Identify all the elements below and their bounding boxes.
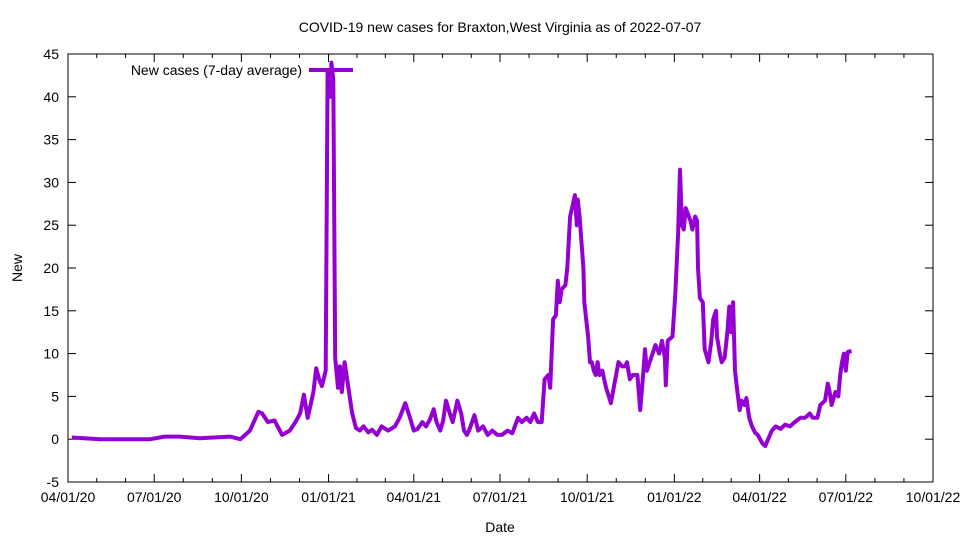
y-tick-label: 0 [51,431,59,447]
y-tick-label: 20 [43,260,59,276]
series-line-0 [72,63,852,446]
x-tick-label: 10/01/22 [906,489,960,505]
y-tick-label: 10 [43,346,59,362]
x-tick-label: 10/01/21 [560,489,615,505]
y-tick-label: -5 [47,474,60,490]
y-tick-label: 5 [51,388,59,404]
x-tick-label: 07/01/20 [127,489,182,505]
chart-title: COVID-19 new cases for Braxton,West Virg… [299,19,702,35]
legend-label: New cases (7-day average) [131,62,302,78]
y-tick-label: 15 [43,303,59,319]
x-tick-label: 04/01/20 [41,489,96,505]
y-tick-label: 25 [43,217,59,233]
series-group [72,62,852,446]
legend: New cases (7-day average) [131,62,353,78]
y-tick-label: 35 [43,132,59,148]
y-tick-label: 40 [43,89,59,105]
x-tick-label: 07/01/21 [473,489,528,505]
y-tick-label: 45 [43,46,59,62]
y-tick-label: 30 [43,174,59,190]
x-tick-label: 01/01/21 [301,489,356,505]
x-tick-label: 07/01/22 [819,489,874,505]
x-tick-label: 04/01/22 [732,489,787,505]
x-tick-label: 04/01/21 [387,489,442,505]
x-tick-label: 01/01/22 [647,489,702,505]
x-axis-label: Date [485,519,515,535]
y-axis-label: New [9,253,25,282]
x-tick-label: 10/01/20 [214,489,269,505]
